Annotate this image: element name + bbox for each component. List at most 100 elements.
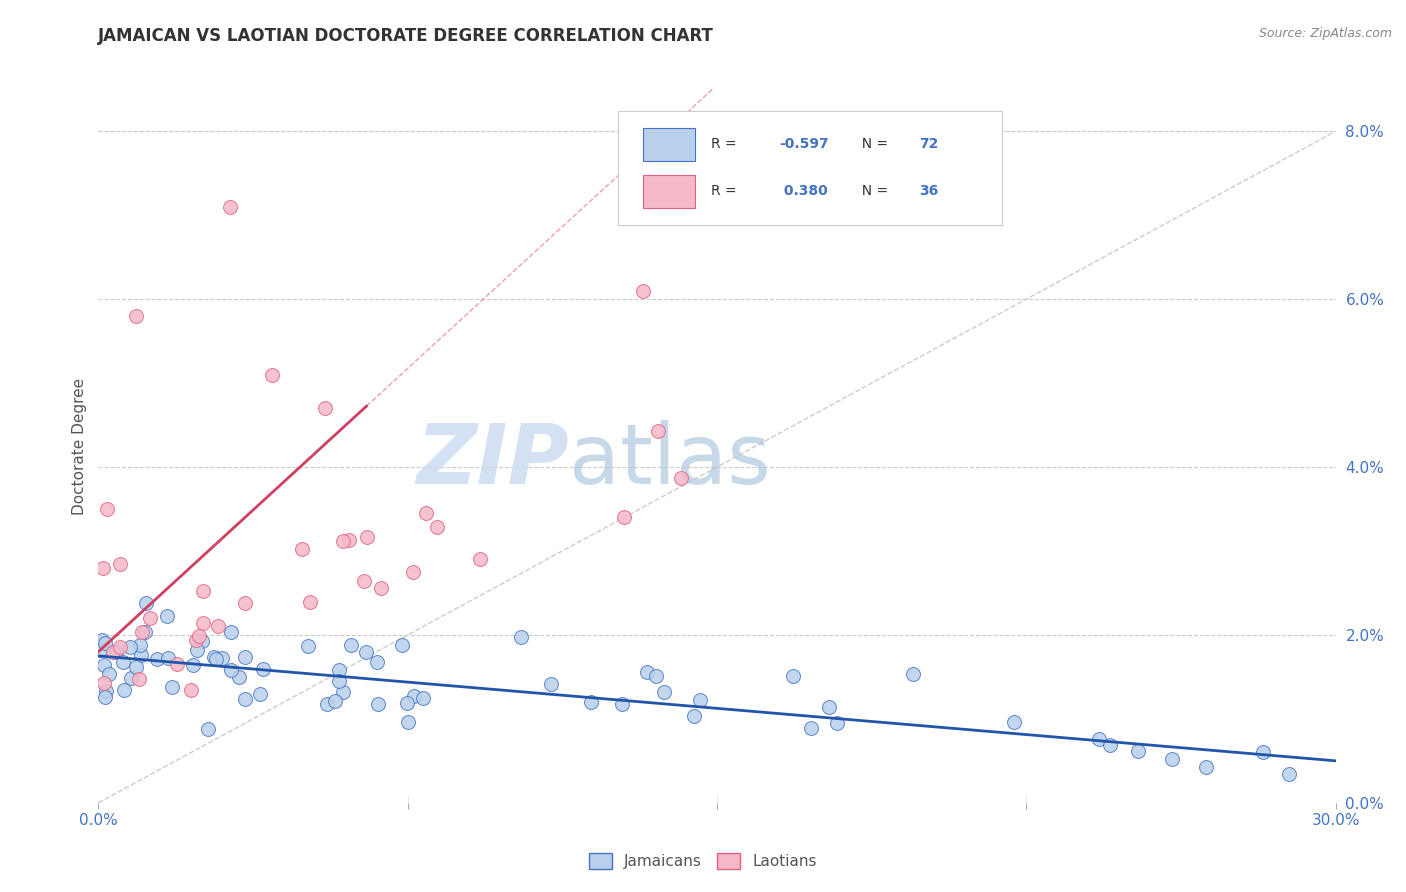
Point bbox=[191, 615, 214, 630]
Text: N =: N = bbox=[853, 137, 893, 151]
Point bbox=[191, 583, 214, 598]
Point bbox=[415, 506, 437, 520]
Point bbox=[138, 611, 160, 625]
Text: atlas: atlas bbox=[568, 420, 770, 500]
Point bbox=[249, 687, 271, 701]
Text: ZIP: ZIP bbox=[416, 420, 568, 500]
Point bbox=[340, 638, 363, 652]
Point bbox=[219, 663, 242, 677]
Point bbox=[129, 648, 152, 662]
Point bbox=[412, 691, 434, 706]
Point bbox=[219, 200, 242, 214]
Point bbox=[160, 680, 183, 694]
Point bbox=[93, 690, 115, 705]
FancyBboxPatch shape bbox=[643, 175, 695, 208]
Point bbox=[191, 634, 214, 648]
FancyBboxPatch shape bbox=[643, 128, 695, 161]
Point bbox=[207, 619, 229, 633]
Point bbox=[669, 471, 692, 485]
Point bbox=[337, 533, 360, 547]
Point bbox=[125, 660, 148, 674]
Point bbox=[112, 656, 135, 670]
Point bbox=[228, 670, 250, 684]
Point bbox=[395, 696, 418, 710]
Point bbox=[186, 643, 208, 657]
Legend: Jamaicans, Laotians: Jamaicans, Laotians bbox=[583, 847, 823, 875]
Point bbox=[652, 685, 675, 699]
Point bbox=[800, 721, 823, 735]
Point bbox=[901, 667, 924, 681]
Text: 36: 36 bbox=[918, 185, 938, 198]
Point bbox=[260, 368, 283, 382]
Point bbox=[644, 669, 666, 683]
Point bbox=[1087, 732, 1109, 747]
Point bbox=[146, 652, 169, 666]
Point bbox=[328, 673, 350, 688]
Point bbox=[233, 596, 256, 610]
Point bbox=[581, 696, 603, 710]
Point bbox=[108, 640, 131, 654]
Point bbox=[101, 645, 124, 659]
Point bbox=[613, 510, 636, 524]
Point bbox=[104, 645, 127, 659]
Text: 72: 72 bbox=[918, 137, 938, 151]
Point bbox=[98, 667, 121, 681]
Point bbox=[1098, 738, 1121, 752]
Point bbox=[128, 672, 150, 686]
Point bbox=[827, 716, 849, 731]
Point bbox=[233, 691, 256, 706]
Point bbox=[156, 609, 179, 624]
Point bbox=[370, 581, 392, 595]
Point bbox=[426, 520, 449, 534]
Text: -0.597: -0.597 bbox=[779, 137, 828, 151]
Point bbox=[683, 709, 706, 723]
Point bbox=[181, 657, 204, 672]
Point bbox=[314, 401, 336, 416]
Text: N =: N = bbox=[853, 185, 893, 198]
Point bbox=[89, 643, 111, 657]
Point bbox=[184, 633, 207, 648]
Point bbox=[187, 629, 209, 643]
Point bbox=[1126, 744, 1149, 758]
Point bbox=[356, 530, 378, 544]
Text: R =: R = bbox=[711, 185, 741, 198]
Text: Source: ZipAtlas.com: Source: ZipAtlas.com bbox=[1258, 27, 1392, 40]
Point bbox=[156, 650, 179, 665]
Point bbox=[211, 651, 233, 665]
Point bbox=[219, 624, 242, 639]
Point bbox=[299, 595, 322, 609]
Point bbox=[540, 677, 562, 691]
Point bbox=[93, 635, 115, 649]
Point bbox=[135, 596, 157, 610]
Point bbox=[134, 625, 156, 640]
Point bbox=[1194, 760, 1216, 774]
Point bbox=[404, 689, 426, 703]
Point bbox=[131, 624, 153, 639]
Point bbox=[128, 639, 150, 653]
Point bbox=[328, 663, 350, 677]
Point bbox=[366, 656, 388, 670]
Point bbox=[91, 560, 114, 574]
Point bbox=[180, 683, 202, 698]
Point bbox=[323, 694, 346, 708]
Point bbox=[202, 650, 225, 665]
Point bbox=[93, 676, 115, 690]
Point bbox=[108, 558, 131, 572]
Point bbox=[1002, 714, 1025, 729]
Point bbox=[689, 692, 711, 706]
Point bbox=[332, 684, 354, 698]
Point bbox=[782, 669, 804, 683]
Point bbox=[291, 541, 314, 556]
Text: JAMAICAN VS LAOTIAN DOCTORATE DEGREE CORRELATION CHART: JAMAICAN VS LAOTIAN DOCTORATE DEGREE COR… bbox=[98, 27, 714, 45]
Point bbox=[93, 658, 115, 673]
Point bbox=[252, 662, 274, 676]
Point bbox=[1161, 752, 1184, 766]
Point bbox=[120, 671, 142, 685]
Point bbox=[610, 697, 633, 711]
Point bbox=[468, 551, 491, 566]
Point bbox=[631, 284, 654, 298]
FancyBboxPatch shape bbox=[619, 111, 1001, 225]
Point bbox=[1278, 767, 1301, 781]
Point bbox=[166, 657, 188, 671]
Point bbox=[396, 715, 419, 730]
